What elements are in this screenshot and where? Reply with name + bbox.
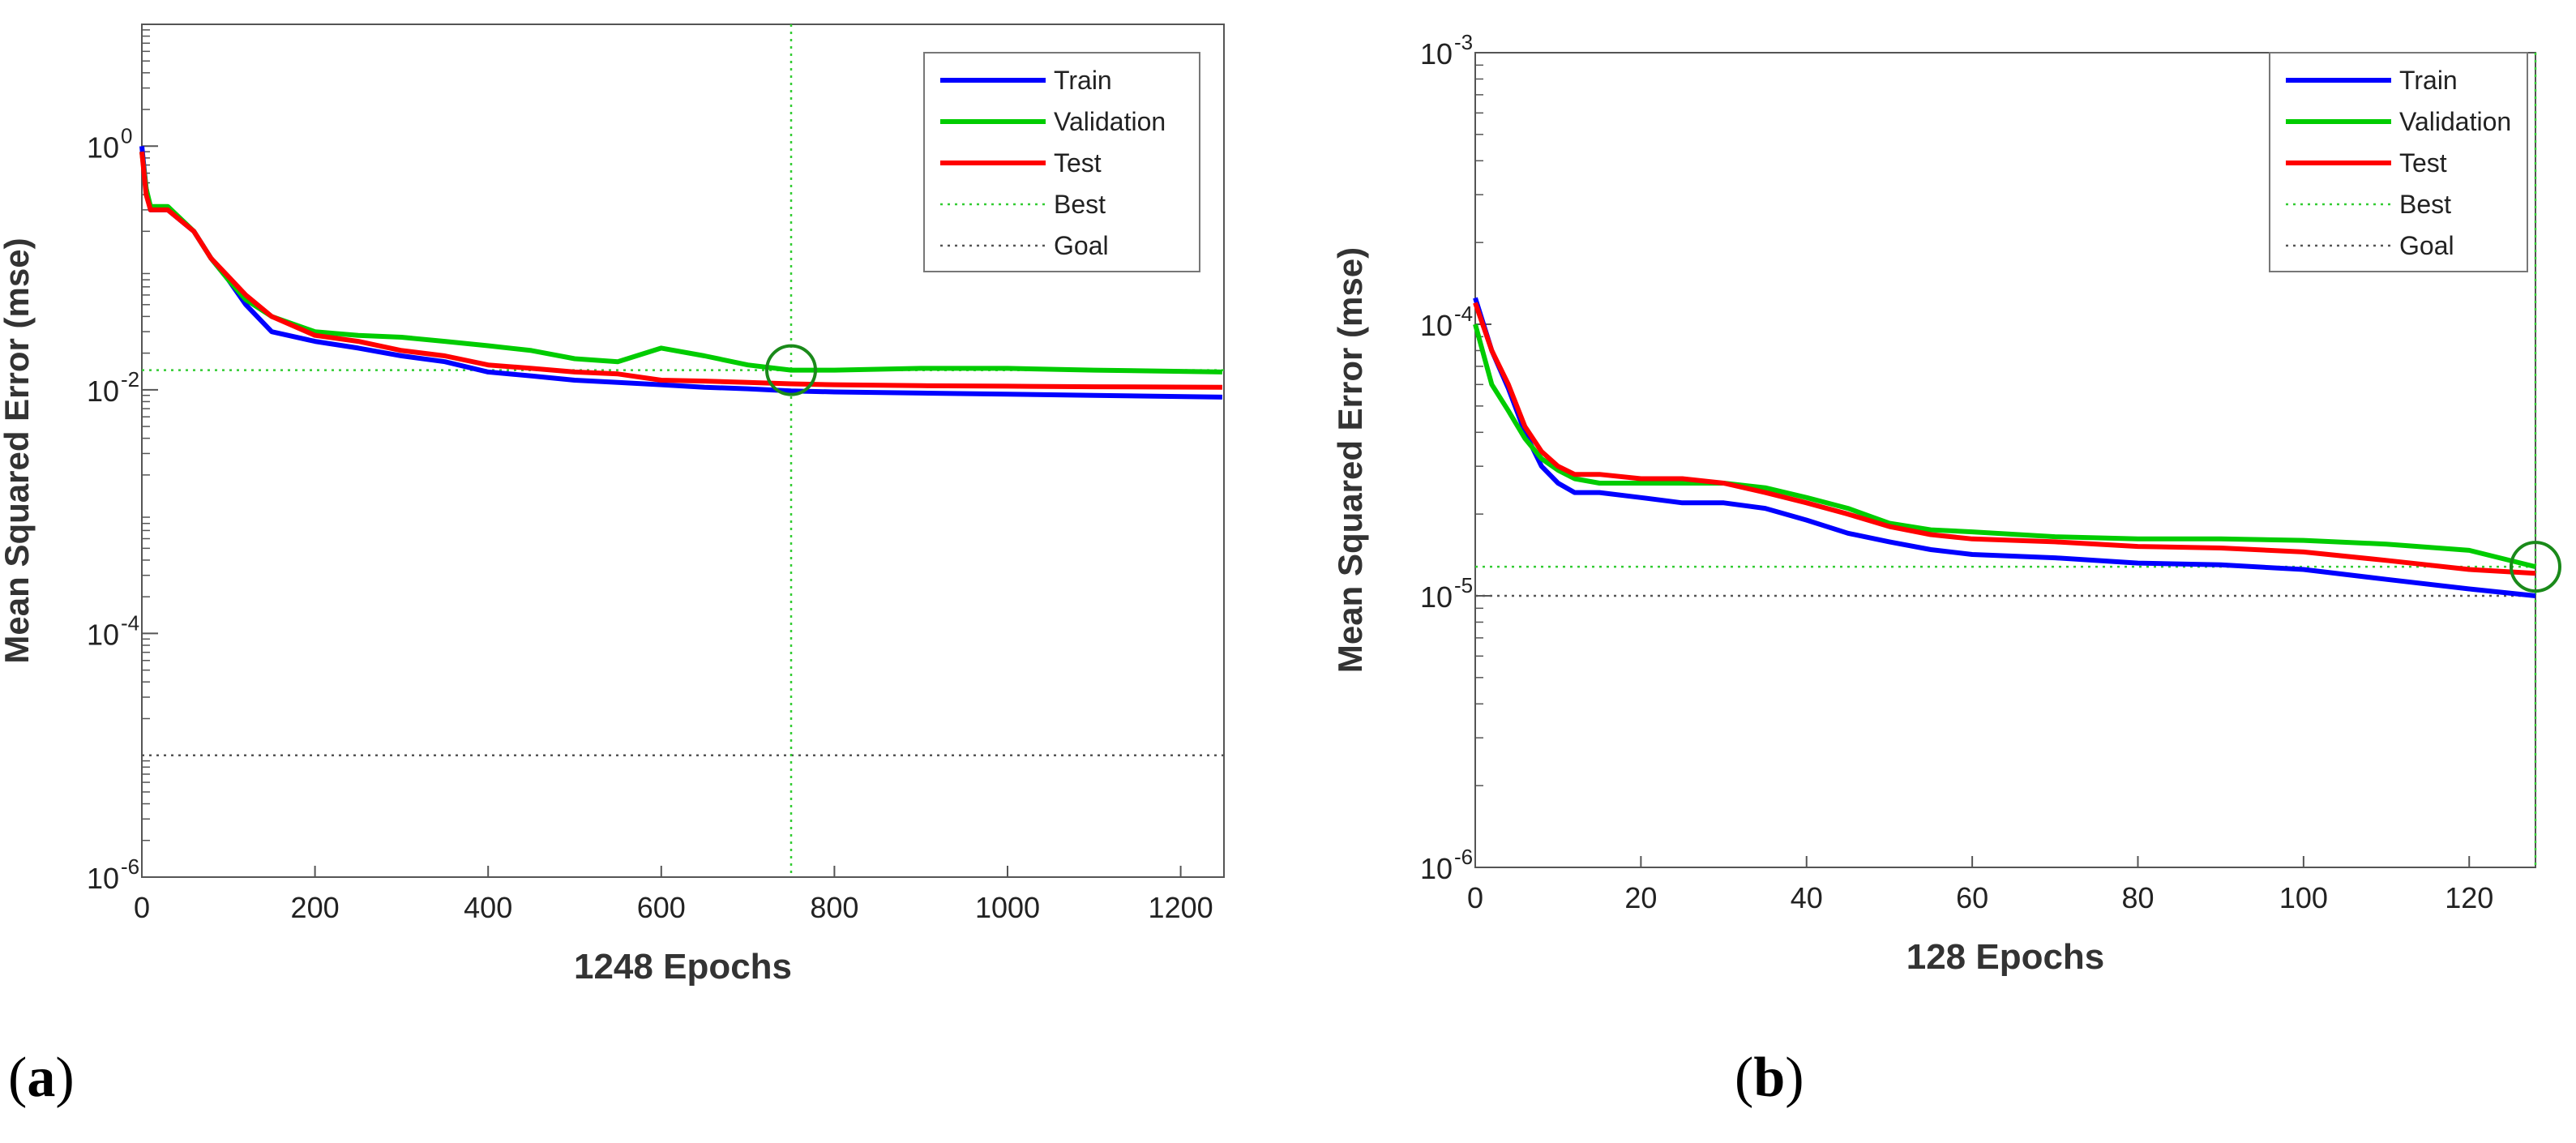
x-tick-label: 0: [1467, 881, 1483, 914]
y-tick-exponent: -3: [1454, 30, 1473, 54]
legend-label-test: Test: [1054, 148, 1102, 178]
y-tick-label: 10: [1420, 37, 1453, 71]
legend-label-best: Best: [2399, 190, 2451, 219]
y-tick-label: 10: [1420, 580, 1453, 614]
x-tick-label: 120: [2445, 881, 2493, 914]
x-tick-label: 600: [637, 891, 686, 924]
x-tick-label: 100: [2279, 881, 2328, 914]
legend-label-best: Best: [1054, 190, 1106, 219]
legend-label-train: Train: [1054, 66, 1112, 95]
x-tick-label: 40: [1791, 881, 1823, 914]
y-tick-exponent: 0: [121, 123, 132, 148]
x-axis-label: 1248 Epochs: [574, 947, 792, 987]
y-tick-exponent: -4: [1454, 302, 1473, 326]
y-tick-exponent: -6: [121, 854, 139, 879]
y-tick-label: 10: [87, 618, 119, 651]
y-tick-exponent: -2: [121, 367, 139, 392]
y-tick-label: 10: [1420, 309, 1453, 342]
panel-label-a: (a): [8, 1047, 75, 1109]
best-marker: [765, 344, 817, 396]
x-tick-label: 400: [464, 891, 512, 924]
x-tick-label: 1200: [1149, 891, 1213, 924]
best-marker: [2510, 541, 2561, 593]
series-line-train: [1473, 297, 2536, 598]
x-tick-label: 1000: [975, 891, 1040, 924]
legend-label-test: Test: [2399, 148, 2447, 178]
panel-label-b: (b): [1735, 1047, 1804, 1109]
y-axis-label: Mean Squared Error (mse): [0, 238, 36, 663]
y-tick-label: 10: [87, 375, 119, 408]
x-tick-label: 800: [810, 891, 858, 924]
legend-label-train: Train: [2399, 66, 2458, 95]
series-line-test: [139, 151, 1222, 390]
legend-label-validation: Validation: [2399, 107, 2511, 136]
x-tick-label: 60: [1956, 881, 1988, 914]
series-line-test: [1473, 302, 2536, 576]
y-tick-label: 10: [87, 862, 119, 895]
legend-label-validation: Validation: [1054, 107, 1166, 136]
y-tick-exponent: -5: [1454, 573, 1473, 597]
y-tick-label: 10: [1420, 852, 1453, 885]
y-axis-label: Mean Squared Error (mse): [1331, 247, 1369, 673]
x-axis-label: 128 Epochs: [1906, 937, 2105, 977]
y-tick-exponent: -6: [1454, 845, 1473, 869]
x-tick-label: 200: [291, 891, 340, 924]
x-tick-label: 0: [134, 891, 150, 924]
x-tick-label: 80: [2121, 881, 2154, 914]
legend-label-goal: Goal: [1054, 231, 1109, 260]
series-line-validation: [1473, 323, 2536, 570]
y-tick-label: 10: [87, 131, 119, 164]
chart-a: 10 010 -210 -410 -60 200 400 600 800 1000 12001248…: [0, 24, 1225, 987]
x-tick-label: 20: [1624, 881, 1657, 914]
legend-label-goal: Goal: [2399, 231, 2454, 260]
y-tick-exponent: -4: [121, 610, 139, 635]
